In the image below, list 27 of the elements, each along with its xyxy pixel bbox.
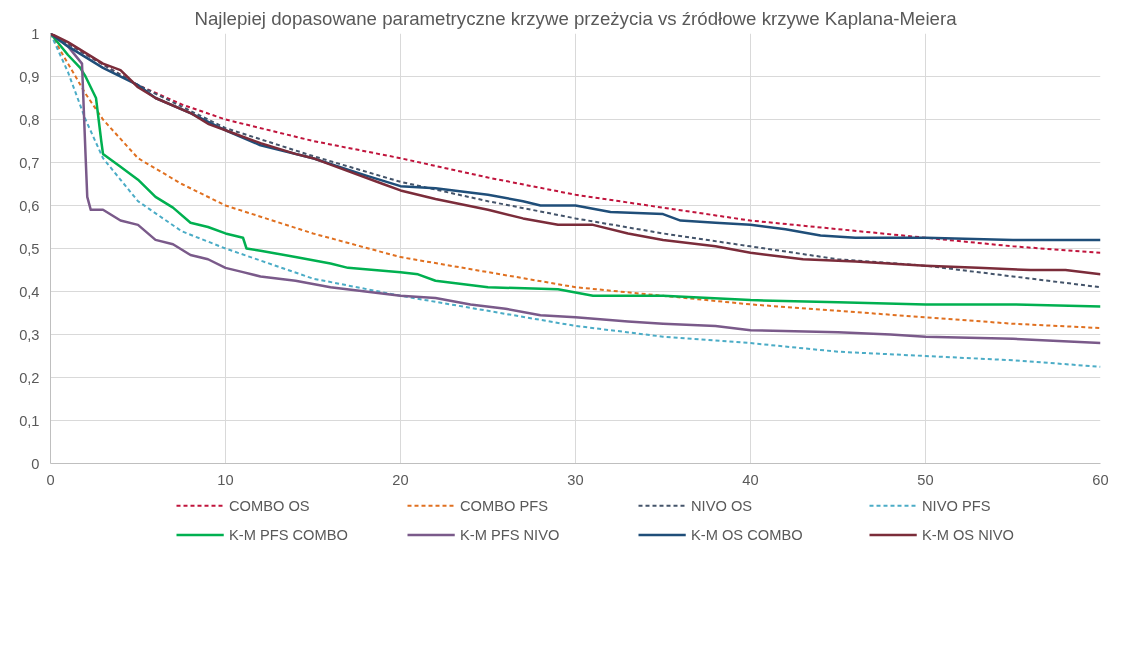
y-tick-label: 1 [31,25,40,42]
y-tick-label: 0,1 [19,412,40,429]
x-tick-label: 20 [392,471,409,488]
chart-title: Najlepiej dopasowane parametryczne krzywe przeżycia vs źródłowe krzywe Kaplana-Meiera [194,7,958,29]
legend-label: NIVO PFS [922,497,991,514]
legend-label: NIVO OS [691,497,753,514]
x-tick-label: 60 [1092,471,1109,488]
y-tick-label: 0,3 [19,326,40,343]
x-tick-label: 50 [917,471,934,488]
y-tick-label: 0,6 [19,197,40,214]
y-tick-label: 0,9 [19,68,40,85]
y-tick-label: 0,8 [19,111,40,128]
x-tick-label: 30 [567,471,584,488]
y-tick-label: 0,5 [19,240,40,257]
legend-label: K-M PFS NIVO [460,526,560,543]
legend-label: K-M PFS COMBO [229,526,348,543]
y-tick-label: 0 [31,455,40,472]
x-tick-label: 10 [217,471,234,488]
legend-label: COMBO PFS [460,497,549,514]
y-tick-label: 0,2 [19,369,40,386]
y-tick-label: 0,7 [19,154,40,171]
legend-label: K-M OS COMBO [691,526,803,543]
legend-label: COMBO OS [229,497,310,514]
y-tick-label: 0,4 [19,283,40,300]
legend-label: K-M OS NIVO [922,526,1015,543]
x-tick-label: 0 [46,471,55,488]
x-tick-label: 40 [742,471,759,488]
